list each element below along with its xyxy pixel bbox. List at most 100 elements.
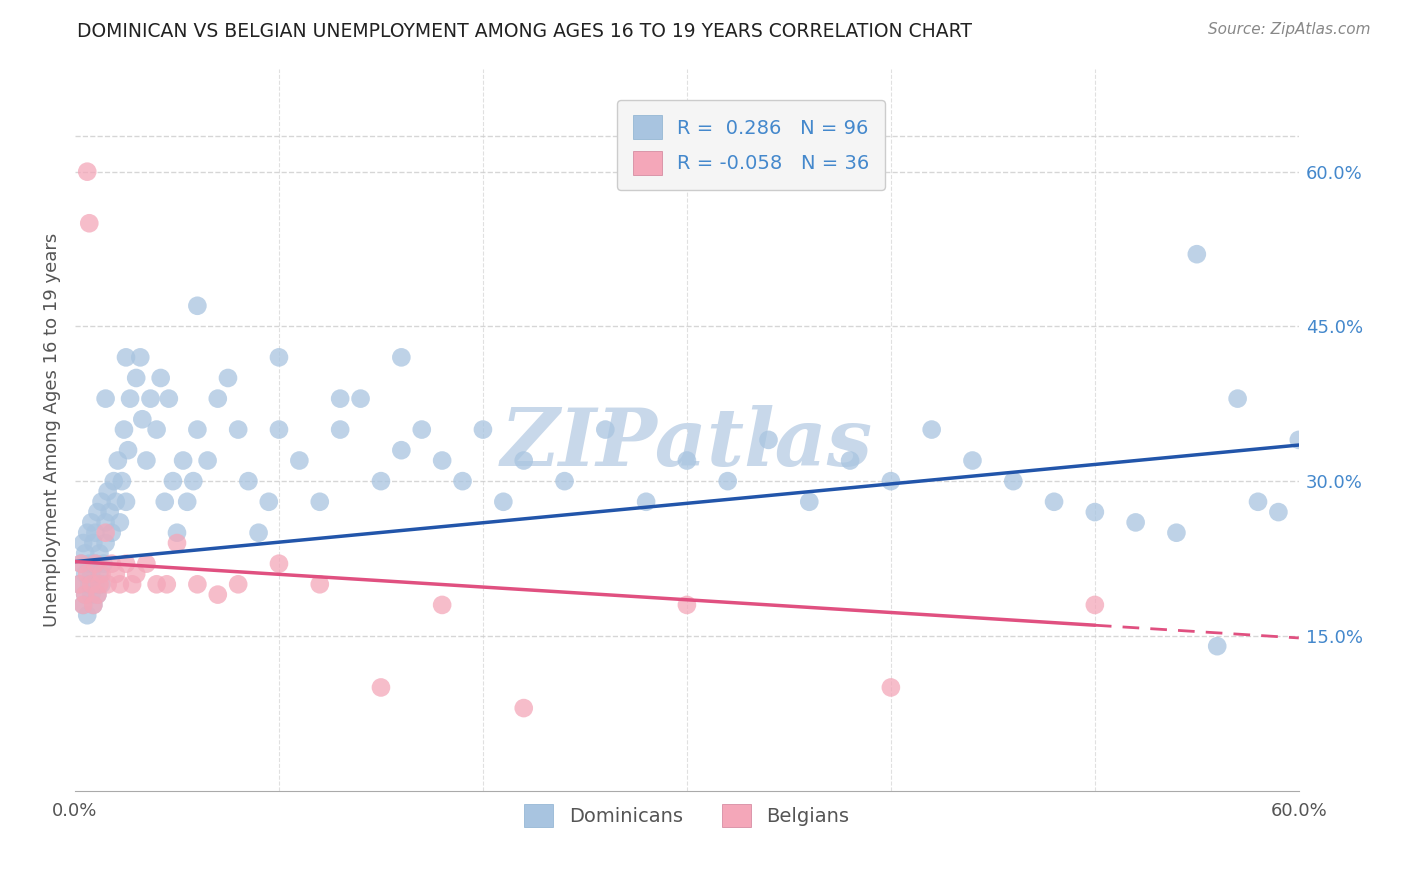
Point [67, 577, 90, 591]
Point [1206, 639, 1229, 653]
Point [1084, 505, 1107, 519]
Point [112, 423, 135, 437]
Point [115, 351, 138, 365]
Point [676, 453, 699, 467]
Point [149, 371, 172, 385]
Point [86, 588, 108, 602]
Point [111, 474, 134, 488]
Point [80, 577, 103, 591]
Point [103, 474, 125, 488]
Point [117, 443, 139, 458]
Point [139, 392, 162, 406]
Point [153, 495, 176, 509]
Point [76, 608, 98, 623]
Point [451, 474, 474, 488]
Point [94, 516, 117, 530]
Point [595, 423, 617, 437]
Point [86, 505, 108, 519]
Point [1166, 525, 1188, 540]
Point [176, 495, 198, 509]
Y-axis label: Unemployment Among Ages 16 to 19 years: Unemployment Among Ages 16 to 19 years [44, 233, 60, 627]
Point [72, 598, 94, 612]
Point [115, 495, 138, 509]
Point [157, 392, 180, 406]
Point [72, 536, 94, 550]
Point [207, 588, 229, 602]
Legend: Dominicans, Belgians: Dominicans, Belgians [516, 796, 858, 835]
Point [329, 392, 352, 406]
Point [758, 433, 780, 447]
Point [104, 566, 127, 581]
Point [349, 392, 371, 406]
Text: Source: ZipAtlas.com: Source: ZipAtlas.com [1208, 22, 1371, 37]
Point [513, 701, 536, 715]
Text: DOMINICAN VS BELGIAN UNEMPLOYMENT AMONG AGES 16 TO 19 YEARS CORRELATION CHART: DOMINICAN VS BELGIAN UNEMPLOYMENT AMONG … [77, 22, 973, 41]
Point [125, 371, 148, 385]
Point [676, 598, 699, 612]
Point [120, 392, 142, 406]
Point [75, 566, 97, 581]
Point [186, 299, 208, 313]
Point [100, 525, 122, 540]
Point [145, 577, 167, 591]
Point [89, 566, 111, 581]
Point [217, 371, 239, 385]
Point [76, 164, 98, 178]
Text: ZIPatlas: ZIPatlas [501, 405, 873, 483]
Point [89, 577, 111, 591]
Point [67, 577, 90, 591]
Point [93, 557, 115, 571]
Point [121, 577, 143, 591]
Point [247, 525, 270, 540]
Point [70, 557, 93, 571]
Point [921, 423, 943, 437]
Point [94, 392, 117, 406]
Point [1247, 495, 1270, 509]
Point [267, 423, 290, 437]
Point [186, 577, 208, 591]
Point [84, 577, 107, 591]
Point [636, 495, 658, 509]
Point [145, 423, 167, 437]
Point [84, 525, 107, 540]
Point [90, 495, 112, 509]
Point [135, 453, 157, 467]
Point [370, 681, 392, 695]
Point [115, 557, 138, 571]
Point [75, 546, 97, 560]
Point [308, 577, 330, 591]
Point [82, 536, 104, 550]
Point [492, 495, 515, 509]
Point [1125, 516, 1147, 530]
Point [238, 474, 260, 488]
Point [89, 546, 111, 560]
Point [108, 516, 131, 530]
Point [1185, 247, 1208, 261]
Point [267, 557, 290, 571]
Point [430, 598, 453, 612]
Point [104, 495, 127, 509]
Point [267, 351, 290, 365]
Point [186, 423, 208, 437]
Point [84, 557, 107, 571]
Point [430, 453, 453, 467]
Point [156, 577, 179, 591]
Point [80, 516, 103, 530]
Point [79, 557, 101, 571]
Point [79, 577, 101, 591]
Point [90, 577, 112, 591]
Point [839, 453, 862, 467]
Point [880, 681, 903, 695]
Point [72, 598, 94, 612]
Point [162, 474, 184, 488]
Point [82, 598, 104, 612]
Point [129, 351, 152, 365]
Point [226, 577, 249, 591]
Point [97, 484, 120, 499]
Point [370, 474, 392, 488]
Point [389, 443, 412, 458]
Point [880, 474, 903, 488]
Point [75, 588, 97, 602]
Point [226, 423, 249, 437]
Point [166, 525, 188, 540]
